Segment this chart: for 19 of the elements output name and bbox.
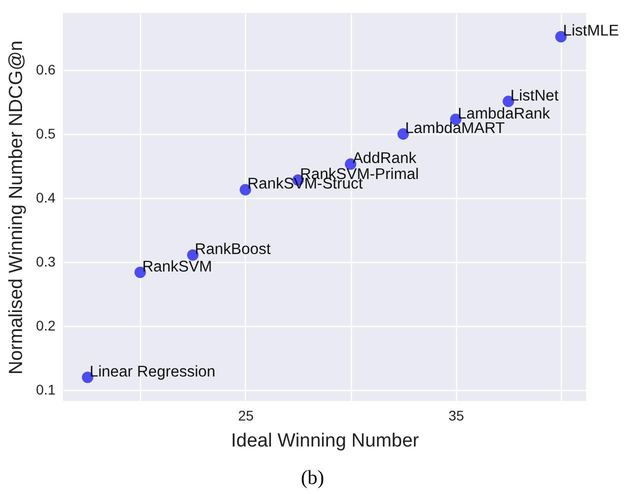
y-tick-label: 0.4 [36, 190, 56, 206]
x-tick-label: 25 [238, 408, 254, 424]
annotation: Linear Regression [90, 363, 216, 380]
annotation: AddRank [352, 150, 417, 168]
y-tick-label: 0.6 [36, 61, 56, 78]
annotation: ListNet [510, 87, 560, 104]
annotation: RankBoost [194, 241, 272, 258]
annotation: ListMLE [562, 22, 619, 40]
annotation: RankSVM [142, 258, 212, 276]
y-tick-label: 0.5 [36, 126, 56, 142]
x-axis-title: Ideal Winning Number [231, 430, 420, 452]
y-axis-title: Normalised Winning Number NDCG@n [6, 40, 28, 374]
y-tick-label: 0.3 [36, 254, 56, 270]
annotation: LambdaRank [458, 105, 550, 122]
y-tick-label: 0.1 [36, 382, 56, 398]
text: (b) [300, 467, 326, 490]
y-tick-label: 0.2 [36, 318, 56, 334]
annotation: LambdaMART [405, 120, 506, 138]
x-tick-label: 35 [448, 408, 464, 424]
